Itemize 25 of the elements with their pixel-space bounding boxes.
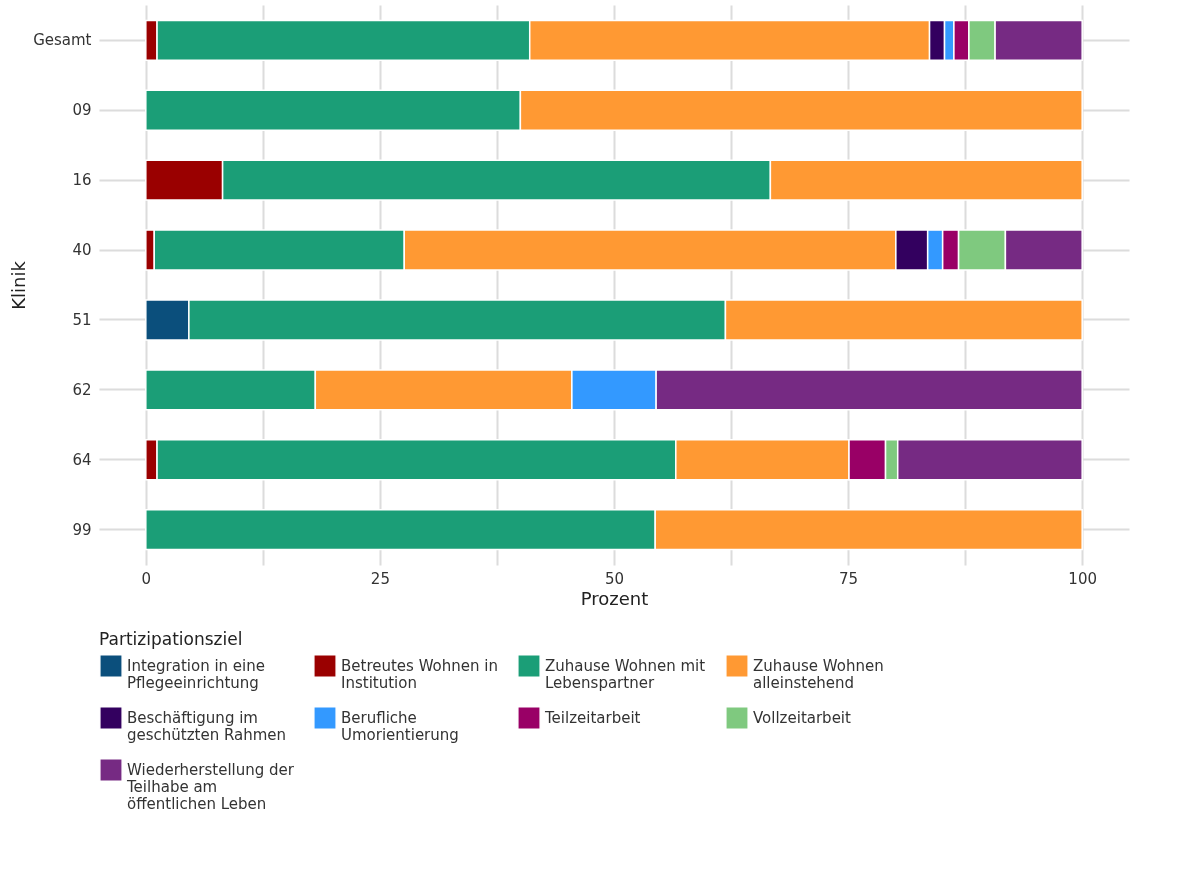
y-tick-label: 64 [72,450,92,469]
y-tick-label: 51 [72,310,92,329]
x-tick-label: 100 [1068,569,1097,588]
x-axis-title: Prozent [580,587,649,609]
y-tick-label: 99 [72,520,92,539]
legend-label: Betreutes Wohnen in Institution [341,657,498,692]
x-tick-label: 75 [839,569,859,588]
legend-label: Integration in eine Pflegeeinrichtung [127,657,265,692]
legend-label: Berufliche Umorientierung [341,709,459,744]
y-axis-title: Klinik [8,260,30,310]
x-tick-label: 0 [141,569,152,588]
legend-label: Zuhause Wohnen alleinstehend [753,657,884,692]
y-tick-label: 40 [72,241,92,260]
x-tick-label: 25 [370,569,390,588]
y-tick-label: 09 [72,101,92,120]
x-tick-label: 50 [604,569,625,588]
legend-label: Zuhause Wohnen mit Lebenspartner [545,657,706,692]
legend-label: Beschäftigung im geschützten Rahmen [127,709,287,744]
y-tick-label: 62 [72,380,92,399]
y-tick-label: Gesamt [33,31,92,50]
legend-title: Partizipationsziel [99,629,243,649]
legend-label: Teilzeitarbeit [544,709,641,727]
legend-label: Wiederherstellung der Teilhabe am öffentlichen Leben [126,761,295,813]
y-tick-label: 16 [72,171,92,190]
legend-label: Vollzeitarbeit [753,709,852,727]
